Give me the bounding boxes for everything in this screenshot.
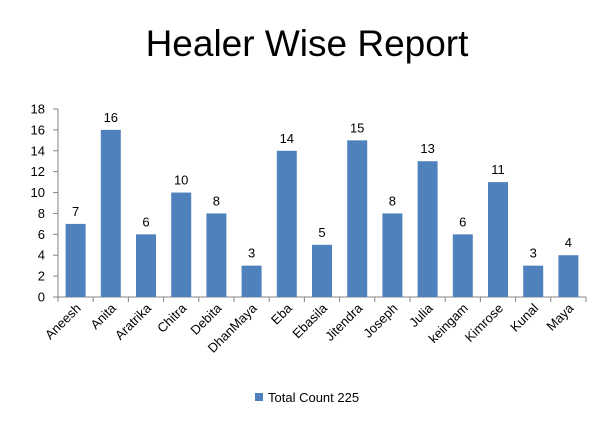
data-label: 3 xyxy=(248,246,255,261)
data-label: 6 xyxy=(459,214,466,229)
data-label: 10 xyxy=(174,173,188,188)
x-tick-label: Chitra xyxy=(154,300,190,336)
y-tick-label: 8 xyxy=(38,206,45,221)
bar xyxy=(417,161,438,297)
data-labels: 7 16 6 10 8 3 14 5 15 8 13 6 11 3 4 xyxy=(72,110,572,261)
x-tick-label: Jitendra xyxy=(322,300,366,344)
bar xyxy=(241,265,262,297)
data-label: 13 xyxy=(420,141,434,156)
y-tick-label: 12 xyxy=(31,164,45,179)
x-tick-label: Eba xyxy=(268,300,296,328)
legend-swatch xyxy=(255,393,263,401)
y-tick-label: 14 xyxy=(31,143,45,158)
bar xyxy=(347,140,368,297)
bar xyxy=(382,213,403,297)
data-label: 16 xyxy=(104,110,118,125)
data-label: 8 xyxy=(213,193,220,208)
bar xyxy=(523,265,544,297)
data-label: 7 xyxy=(72,204,79,219)
data-label: 14 xyxy=(280,131,294,146)
y-tick-label: 4 xyxy=(38,248,45,263)
x-tick-label: keingam xyxy=(426,301,471,346)
x-tick-label: Kimrose xyxy=(462,301,506,345)
bar xyxy=(100,129,121,297)
bars xyxy=(65,129,579,297)
bar xyxy=(136,234,156,297)
y-tick-label: 16 xyxy=(31,122,45,137)
bar xyxy=(171,192,192,297)
y-axis: 0 2 4 6 8 10 12 14 16 18 xyxy=(31,102,59,305)
x-tick-label: Joseph xyxy=(360,301,400,341)
bar xyxy=(558,255,579,297)
bar xyxy=(488,182,508,297)
x-tick-label: Aneesh xyxy=(42,301,84,343)
bar xyxy=(206,213,227,297)
y-tick-label: 18 xyxy=(31,102,45,117)
y-tick-label: 2 xyxy=(38,269,45,284)
x-tick-label: Kunal xyxy=(507,300,541,334)
x-tick-label: Julia xyxy=(406,300,436,330)
data-label: 8 xyxy=(389,193,396,208)
legend-label: Total Count 225 xyxy=(268,390,359,405)
bar xyxy=(452,234,473,297)
chart-title: Healer Wise Report xyxy=(146,23,470,64)
data-label: 3 xyxy=(530,246,537,261)
x-tick-label: Anita xyxy=(87,300,119,332)
data-label: 15 xyxy=(350,120,364,135)
bar xyxy=(65,223,86,297)
y-tick-label: 10 xyxy=(31,185,45,200)
data-label: 6 xyxy=(142,214,149,229)
data-label: 4 xyxy=(565,235,572,250)
bar xyxy=(312,244,332,297)
x-tick-label: Aratrika xyxy=(112,300,155,343)
legend: Total Count 225 xyxy=(255,390,359,405)
y-tick-label: 0 xyxy=(38,290,45,305)
x-tick-label: Maya xyxy=(543,300,577,334)
y-tick-label: 6 xyxy=(38,227,45,242)
data-label: 5 xyxy=(318,225,325,240)
data-label: 11 xyxy=(491,162,505,177)
bar xyxy=(276,150,297,297)
